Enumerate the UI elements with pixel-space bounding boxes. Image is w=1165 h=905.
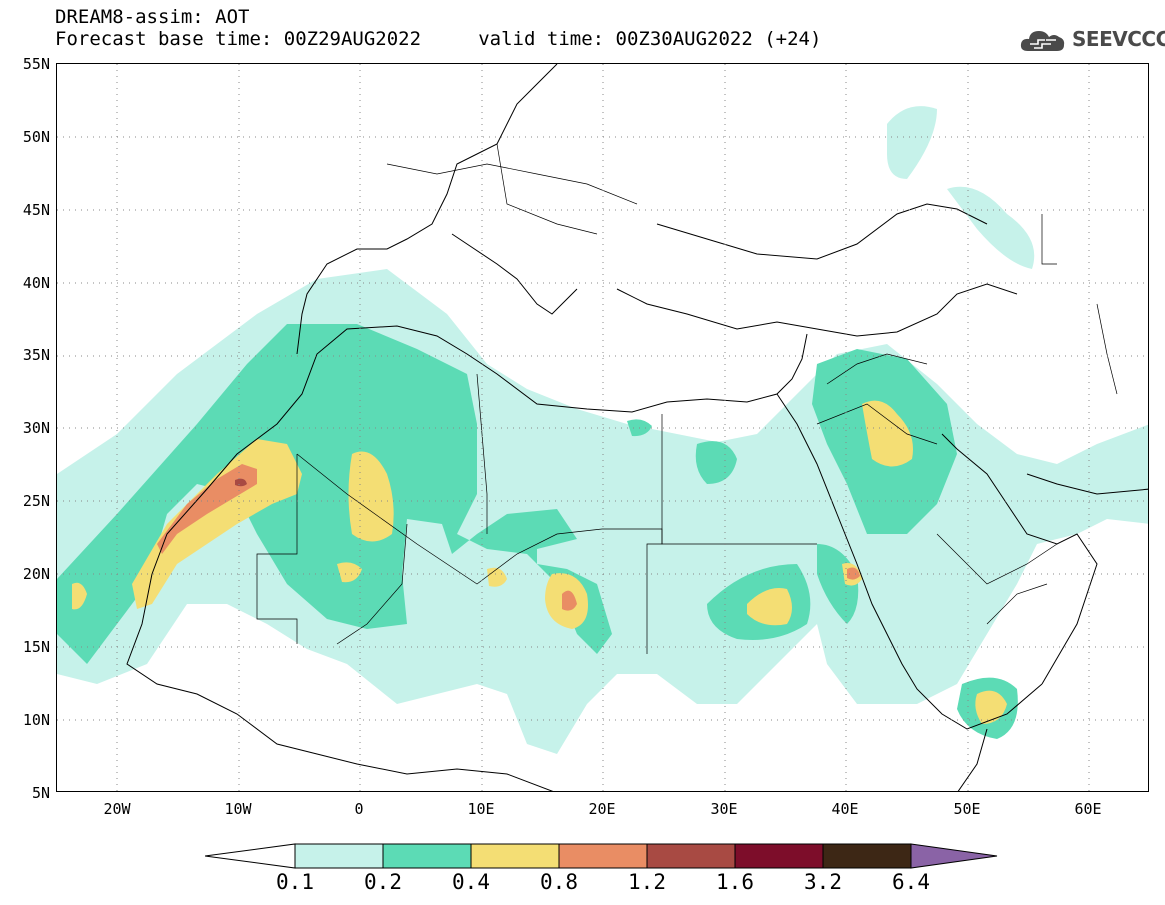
map-title: DREAM8-assim: AOT xyxy=(55,6,250,28)
border xyxy=(496,143,598,235)
lat-label: 20N xyxy=(22,565,50,583)
gridlines xyxy=(57,64,1148,791)
lon-label: 30E xyxy=(710,800,738,818)
colorbar-bin xyxy=(646,843,736,869)
border xyxy=(386,163,638,205)
aot-area xyxy=(847,567,860,580)
colorbar-label: 0.4 xyxy=(452,870,490,894)
map-header: DREAM8-assim: AOT Forecast base time: 00… xyxy=(55,6,821,50)
aot-area xyxy=(887,106,937,179)
lon-label: 10E xyxy=(467,800,495,818)
coastline xyxy=(941,433,1098,685)
lon-label: 10W xyxy=(224,800,252,818)
coastline xyxy=(1026,473,1148,495)
aot-map-canvas xyxy=(57,64,1148,791)
border xyxy=(296,453,603,585)
aot-area xyxy=(57,324,612,664)
aot-colorbar xyxy=(205,843,998,869)
aot-area xyxy=(862,400,913,467)
colorbar-label: 1.2 xyxy=(628,870,666,894)
lat-label: 5N xyxy=(31,784,50,802)
aot-map[interactable] xyxy=(56,63,1149,792)
cloud-icon xyxy=(1020,31,1065,51)
coastline xyxy=(957,728,988,791)
lat-label: 50N xyxy=(22,128,50,146)
lon-label: 50E xyxy=(953,800,981,818)
border xyxy=(256,454,298,644)
border xyxy=(816,403,938,445)
aot-area xyxy=(337,562,362,583)
colorbar-bin xyxy=(382,843,472,869)
colorbar-label: 0.2 xyxy=(364,870,402,894)
coastline xyxy=(776,393,1043,730)
country-borders xyxy=(256,143,1118,654)
border xyxy=(826,353,928,385)
colorbar-over-arrow xyxy=(910,843,998,869)
lat-label: 10N xyxy=(22,711,50,729)
colorbar-label: 1.6 xyxy=(716,870,754,894)
lon-label: 20W xyxy=(103,800,131,818)
lat-label: 25N xyxy=(22,492,50,510)
colorbar-bin xyxy=(734,843,824,869)
seevccc-logo: SEEVCCC xyxy=(1018,24,1165,54)
aot-contour-0-8 xyxy=(157,464,860,611)
coastline xyxy=(126,573,554,791)
border xyxy=(336,523,408,645)
lat-label: 40N xyxy=(22,274,50,292)
coastline xyxy=(616,283,1018,337)
border xyxy=(936,533,1058,585)
border xyxy=(476,373,488,534)
coastline xyxy=(296,64,558,355)
colorbar-bin xyxy=(558,843,648,869)
aot-area xyxy=(975,690,1007,724)
aot-area xyxy=(235,478,247,487)
colorbar-label: 6.4 xyxy=(892,870,930,894)
lat-label: 35N xyxy=(22,346,50,364)
aot-contour-1-2 xyxy=(235,478,247,487)
lat-label: 15N xyxy=(22,638,50,656)
coastlines xyxy=(126,64,1148,791)
lon-label: 40E xyxy=(831,800,859,818)
coastline xyxy=(451,233,578,315)
colorbar-label: 0.1 xyxy=(276,870,314,894)
aot-area xyxy=(695,441,737,484)
border xyxy=(1041,214,1057,265)
aot-area xyxy=(132,439,302,609)
colorbar-label: 0.8 xyxy=(540,870,578,894)
aot-area xyxy=(747,588,792,626)
aot-area xyxy=(72,582,87,610)
lat-label: 30N xyxy=(22,419,50,437)
aot-area xyxy=(562,590,577,611)
lon-label: 0 xyxy=(354,800,364,818)
colorbar-label: 3.2 xyxy=(804,870,842,894)
lat-label: 55N xyxy=(22,55,50,73)
colorbar-bin xyxy=(822,843,912,869)
logo-text: SEEVCCC xyxy=(1072,27,1165,51)
colorbar-under-arrow xyxy=(205,843,296,869)
aot-area xyxy=(157,464,257,554)
lon-label: 20E xyxy=(588,800,616,818)
aot-area xyxy=(947,186,1035,269)
border xyxy=(1096,303,1118,395)
lon-label: 60E xyxy=(1074,800,1102,818)
colorbar-bin xyxy=(294,843,384,869)
colorbar-bin xyxy=(470,843,560,869)
forecast-times: Forecast base time: 00Z29AUG2022 valid t… xyxy=(55,28,822,50)
lat-label: 45N xyxy=(22,201,50,219)
border xyxy=(986,583,1048,625)
border xyxy=(661,414,817,545)
coastline xyxy=(656,203,988,260)
